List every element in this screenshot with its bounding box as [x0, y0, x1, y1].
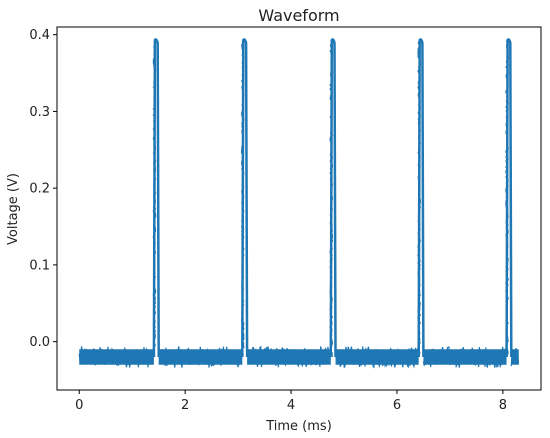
- chart-title: Waveform: [258, 6, 339, 25]
- baseline-noise-trace: [335, 346, 419, 369]
- y-tick-label: 0.2: [29, 182, 50, 197]
- baseline-noise-trace: [422, 346, 507, 369]
- pulse-3: [329, 38, 337, 358]
- y-axis: 0.0 0.1 0.2 0.3 0.4: [29, 28, 57, 350]
- y-tick-label: 0.0: [29, 335, 50, 350]
- baseline-noise-trace: [78, 346, 155, 368]
- x-tick-label: 0: [75, 398, 83, 413]
- x-tick-label: 6: [393, 398, 401, 413]
- x-tick-label: 4: [287, 398, 295, 413]
- x-tick-label: 8: [499, 398, 507, 413]
- baseline-noise-trace: [246, 345, 331, 368]
- pulse-edge-noise: [329, 40, 334, 358]
- pulse-trace: [241, 38, 249, 358]
- pulse-edge-noise: [504, 40, 510, 358]
- pulse-edge-noise: [240, 40, 245, 358]
- y-tick-label: 0.4: [29, 28, 50, 43]
- pulse-edge-noise: [152, 40, 157, 358]
- x-tick-label: 2: [181, 398, 189, 413]
- x-axis: 0 2 4 6 8: [75, 390, 507, 413]
- pulse-trace: [505, 38, 513, 358]
- pulse-4: [417, 38, 425, 358]
- plot-frame: [56, 26, 542, 391]
- pulse-2: [240, 38, 249, 358]
- x-axis-label: Time (ms): [265, 419, 332, 434]
- pulse-5: [504, 38, 513, 358]
- plot-area: [56, 26, 542, 391]
- waveform-pulses: [152, 38, 513, 358]
- y-axis-label: Voltage (V): [6, 173, 21, 245]
- baseline-noise-trace: [158, 346, 243, 368]
- pulse-trace: [329, 38, 337, 358]
- pulse-trace: [417, 38, 425, 358]
- y-tick-label: 0.1: [29, 258, 50, 273]
- pulse-trace: [152, 38, 160, 358]
- pulse-edge-noise: [417, 40, 422, 358]
- pulse-1: [152, 38, 160, 358]
- waveform-noise-band: [78, 345, 520, 369]
- y-tick-label: 0.3: [29, 105, 50, 120]
